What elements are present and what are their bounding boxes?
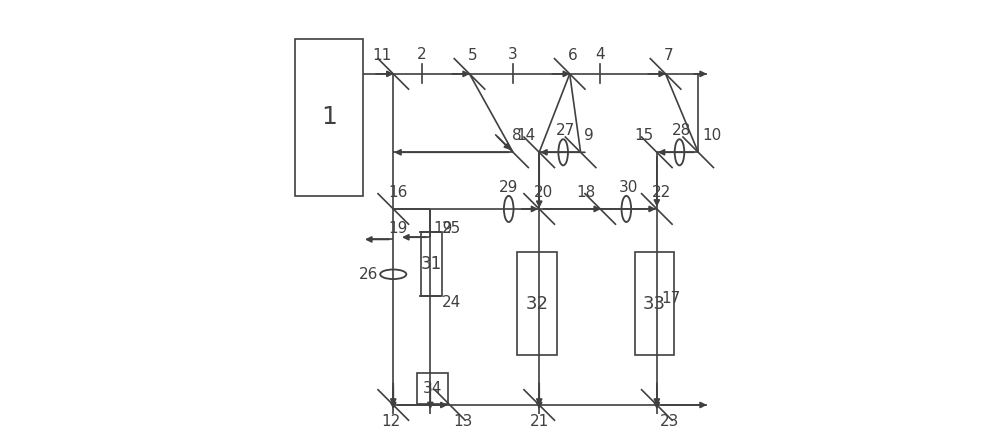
Text: 10: 10 <box>703 128 722 143</box>
Text: 21: 21 <box>530 414 549 429</box>
Text: 9: 9 <box>584 128 594 143</box>
Text: 20: 20 <box>534 185 553 200</box>
Text: 24: 24 <box>442 295 461 310</box>
Text: 29: 29 <box>499 180 518 194</box>
Text: 22: 22 <box>652 185 671 200</box>
Text: 17: 17 <box>661 291 680 306</box>
Text: 6: 6 <box>568 48 578 63</box>
FancyBboxPatch shape <box>635 253 674 355</box>
Text: 33: 33 <box>643 295 666 313</box>
Text: 12: 12 <box>381 414 401 429</box>
Text: 23: 23 <box>660 414 680 429</box>
Text: 4: 4 <box>595 47 605 62</box>
Text: 28: 28 <box>672 123 691 138</box>
Text: 1: 1 <box>321 105 337 130</box>
FancyBboxPatch shape <box>421 232 442 296</box>
Text: 26: 26 <box>359 267 378 282</box>
FancyBboxPatch shape <box>417 373 448 404</box>
FancyBboxPatch shape <box>295 39 363 196</box>
Text: 18: 18 <box>577 185 596 200</box>
Text: 3: 3 <box>508 47 518 62</box>
Text: 13: 13 <box>453 414 473 429</box>
Text: 19: 19 <box>434 221 453 236</box>
Text: 15: 15 <box>634 128 653 143</box>
Text: 30: 30 <box>619 180 638 194</box>
Text: 5: 5 <box>468 48 478 63</box>
Text: 11: 11 <box>372 48 391 63</box>
Text: 16: 16 <box>388 185 407 200</box>
Text: 19: 19 <box>388 221 407 236</box>
Text: 34: 34 <box>423 381 442 396</box>
Text: 32: 32 <box>526 295 549 313</box>
Text: 2: 2 <box>417 47 426 62</box>
Text: 14: 14 <box>516 128 536 143</box>
Text: 8: 8 <box>512 128 521 143</box>
FancyBboxPatch shape <box>517 253 557 355</box>
Text: 31: 31 <box>421 255 442 273</box>
Text: 25: 25 <box>442 221 461 236</box>
Text: 27: 27 <box>556 123 575 138</box>
Text: 7: 7 <box>664 48 674 63</box>
